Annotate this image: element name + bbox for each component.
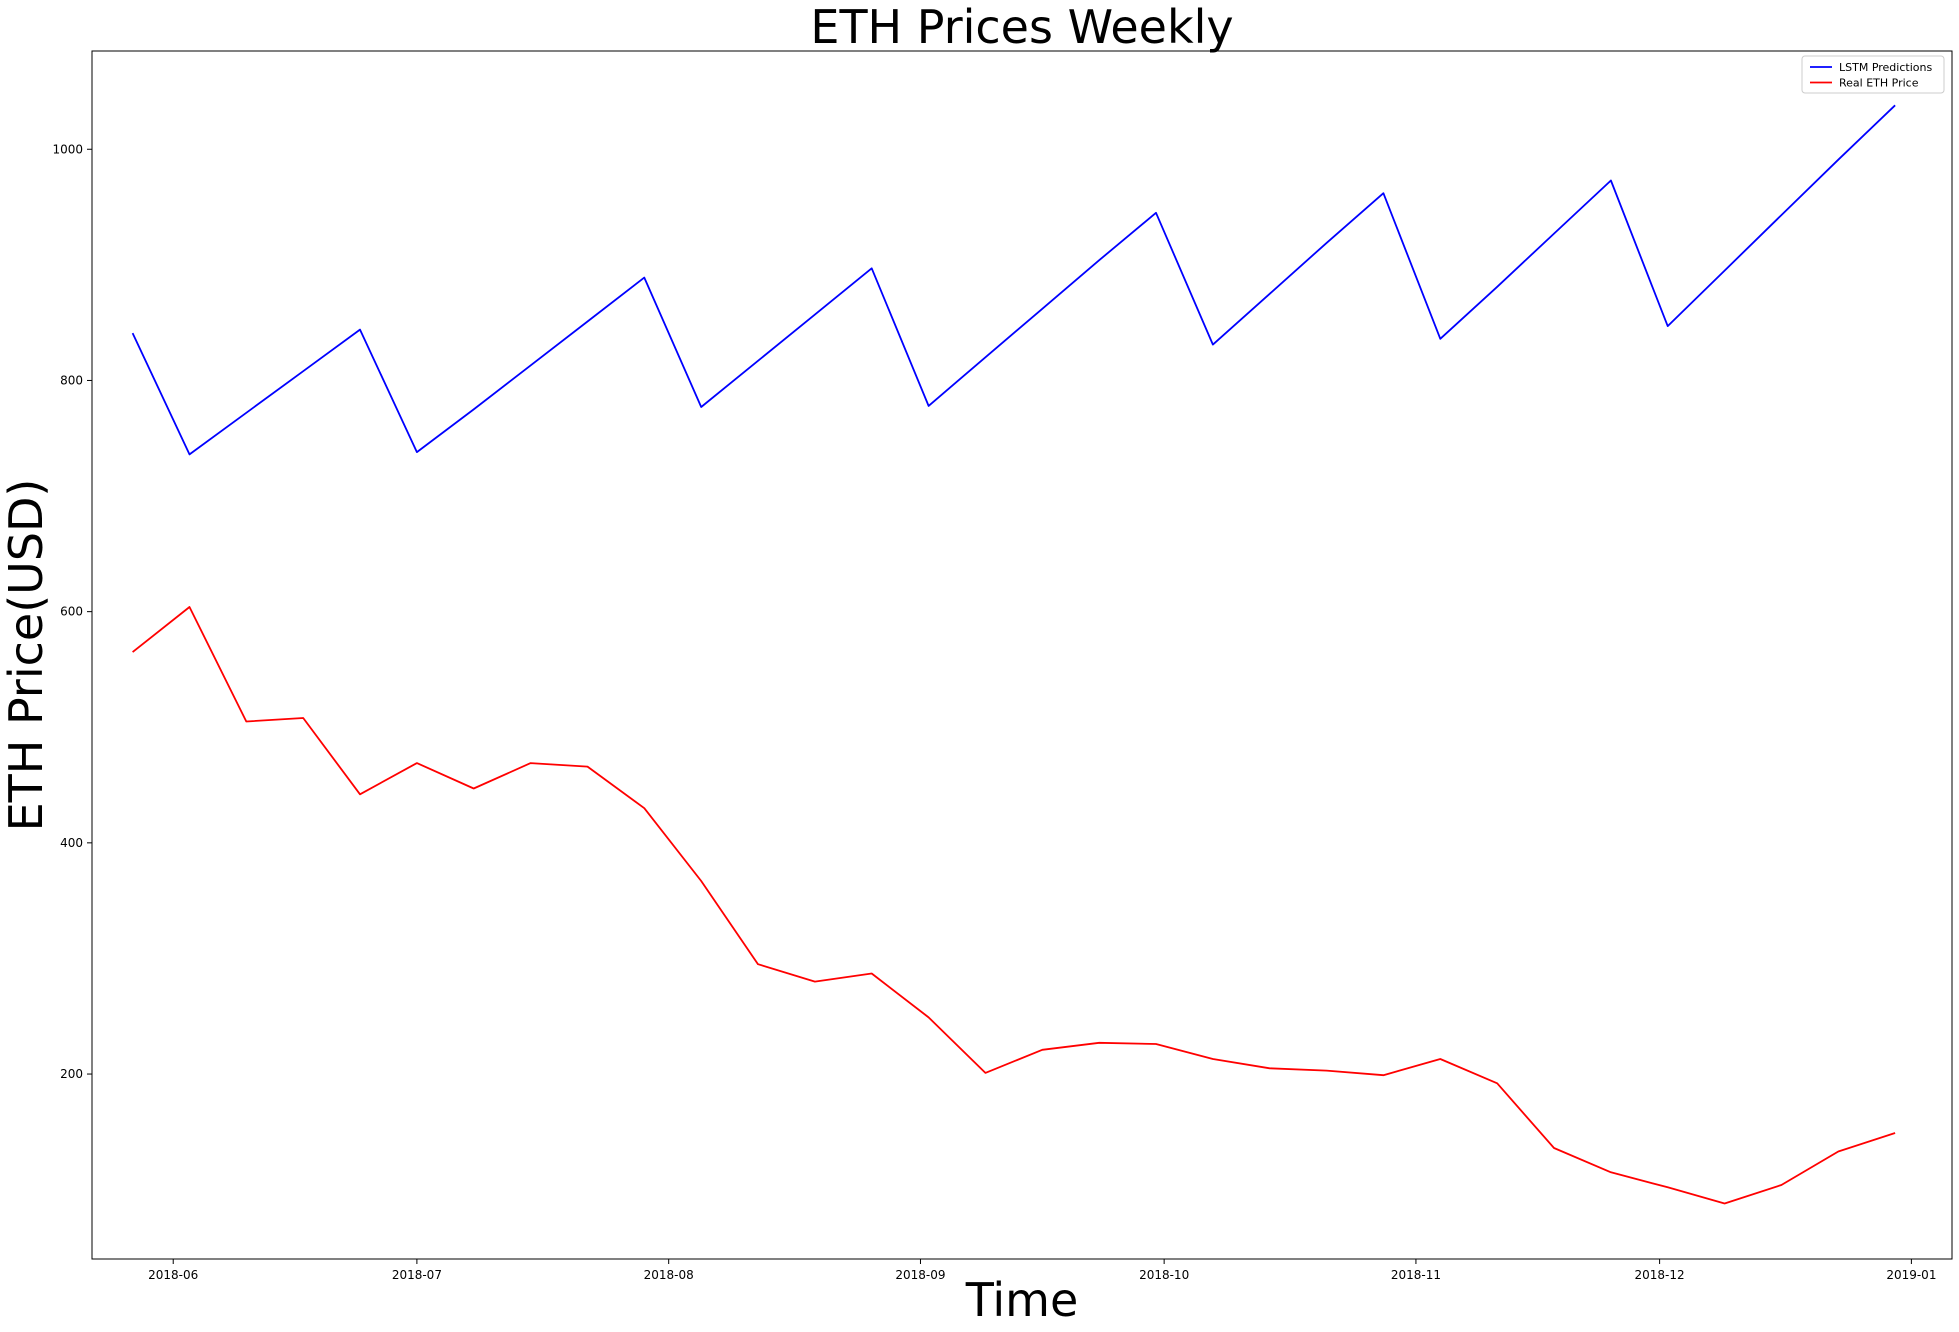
x-tick-label: 2018-07	[392, 1268, 442, 1282]
y-axis-title: ETH Price(USD)	[0, 479, 53, 832]
legend-label: LSTM Predictions	[1839, 61, 1932, 74]
series-line-real-eth-price	[132, 606, 1896, 1205]
chart-title: ETH Prices Weekly	[810, 0, 1233, 54]
x-tick-label: 2018-10	[1139, 1268, 1189, 1282]
legend-label: Real ETH Price	[1839, 77, 1919, 90]
legend-box	[1801, 55, 1945, 94]
series-layer	[131, 104, 1896, 1205]
y-tick-label: 600	[60, 605, 83, 619]
x-tick-label: 2018-08	[644, 1268, 694, 1282]
plot-frame	[91, 50, 1953, 1260]
y-tick-label: 800	[60, 373, 83, 387]
x-tick-label: 2018-06	[148, 1268, 198, 1282]
series-line-lstm-predictions	[131, 104, 1896, 456]
x-tick-label: 2019-01	[1886, 1268, 1936, 1282]
x-tick-label: 2018-09	[895, 1268, 945, 1282]
y-tick-label: 1000	[52, 142, 83, 156]
x-tick-label: 2018-12	[1635, 1268, 1685, 1282]
legend: LSTM Predictions Real ETH Price	[1801, 55, 1945, 94]
x-tick-label: 2018-11	[1391, 1268, 1441, 1282]
y-axis: 200 400 600 800 1000	[52, 142, 92, 1081]
y-tick-label: 200	[60, 1067, 83, 1081]
y-tick-label: 400	[60, 836, 83, 850]
x-axis-title: Time	[965, 1273, 1079, 1327]
x-axis: 2018-06 2018-07 2018-08 2018-09 2018-10 2018-…	[148, 1259, 1936, 1282]
